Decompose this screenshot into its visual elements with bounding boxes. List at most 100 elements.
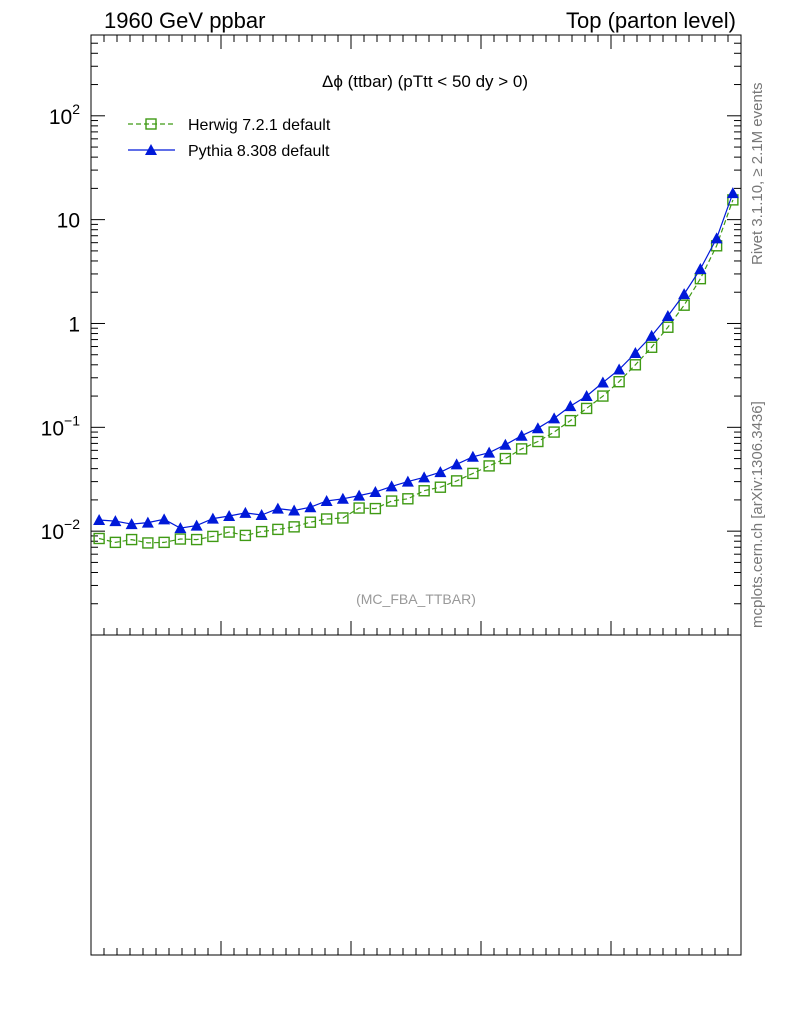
ratio-plot-frame <box>90 634 742 956</box>
y-tick-mantissa: 10 <box>57 210 80 233</box>
header-right-label: Top (parton level) <box>566 8 736 33</box>
y-tick-exponent: −2 <box>64 516 80 532</box>
y-tick-mantissa: 10 <box>41 521 64 544</box>
data-point <box>515 429 528 441</box>
data-point <box>678 288 691 300</box>
data-point <box>401 475 414 487</box>
data-point <box>385 495 398 507</box>
data-point <box>483 446 496 458</box>
legend-label: Herwig 7.2.1 default <box>188 117 331 134</box>
y-tick-label: 10 <box>57 210 80 233</box>
data-point <box>402 493 414 505</box>
y-tick-exponent: 2 <box>72 101 80 117</box>
data-point <box>142 537 154 549</box>
data-point <box>320 495 333 507</box>
data-point <box>662 321 674 333</box>
data-point <box>223 509 236 521</box>
data-point <box>434 481 447 493</box>
data-point <box>467 467 479 480</box>
data-point <box>645 329 658 341</box>
data-point <box>710 232 723 244</box>
header-left-label: 1960 GeV ppbar <box>104 8 265 33</box>
legend-marker <box>145 144 157 155</box>
series-pythia <box>93 187 739 534</box>
y-tick-label: 102 <box>49 101 80 129</box>
y-tick-exponent: −1 <box>64 412 80 428</box>
data-point <box>466 450 479 462</box>
y-tick-mantissa: 10 <box>41 417 64 440</box>
legend-item-herwig: Herwig 7.2.1 default <box>128 117 331 134</box>
chart-title: Δϕ (ttbar) (pTtt < 50 dy > 0) <box>322 72 528 91</box>
side-label-top: Rivet 3.1.10, ≥ 2.1M events <box>749 83 766 266</box>
data-point <box>532 435 544 448</box>
legend-marker <box>145 118 157 130</box>
data-point <box>369 486 382 498</box>
data-point <box>548 412 561 424</box>
data-point <box>158 513 171 525</box>
data-point <box>596 376 609 388</box>
data-point <box>206 512 219 524</box>
series-layer <box>93 187 739 549</box>
data-point <box>239 506 252 518</box>
data-point <box>450 475 463 487</box>
data-point <box>336 492 349 504</box>
data-point <box>726 187 739 199</box>
data-point <box>515 443 528 455</box>
y-tick-mantissa: 1 <box>68 313 80 336</box>
series-line <box>98 199 734 544</box>
data-point <box>174 522 187 534</box>
data-point <box>434 466 447 478</box>
legend-item-pythia: Pythia 8.308 default <box>128 143 330 160</box>
data-point <box>93 532 105 545</box>
series-line <box>99 192 734 529</box>
data-point <box>320 513 333 525</box>
data-point <box>337 512 349 524</box>
data-point <box>125 518 138 530</box>
data-point <box>499 438 512 450</box>
legend: Herwig 7.2.1 default Pythia 8.308 default <box>128 117 331 160</box>
data-point <box>580 402 593 415</box>
data-point <box>450 458 463 470</box>
data-point <box>548 426 560 438</box>
data-point <box>288 504 301 516</box>
data-point <box>613 363 626 375</box>
x-axis-ticks <box>90 35 742 955</box>
data-point <box>418 485 430 497</box>
side-label-bottom: mcplots.cern.ch [arXiv:1306.3436] <box>749 401 766 628</box>
data-point <box>125 533 138 546</box>
data-point <box>272 523 284 536</box>
data-point <box>255 509 268 521</box>
data-point <box>271 502 284 514</box>
data-point <box>141 516 154 528</box>
data-point <box>190 519 203 531</box>
data-point <box>629 346 642 358</box>
data-point <box>499 452 512 465</box>
y-tick-mantissa: 10 <box>49 106 72 129</box>
y-tick-label: 10−2 <box>41 516 81 544</box>
data-point <box>174 533 187 545</box>
data-point <box>483 460 495 472</box>
data-point <box>109 536 122 549</box>
data-point <box>353 489 366 501</box>
data-point <box>109 515 122 527</box>
y-tick-label: 10−1 <box>41 412 81 440</box>
data-point <box>158 536 170 549</box>
data-point <box>304 516 317 528</box>
data-point <box>288 521 300 533</box>
data-point <box>304 501 317 513</box>
y-axis-ticks <box>91 34 741 636</box>
legend-label: Pythia 8.308 default <box>188 143 330 160</box>
data-point <box>661 310 674 322</box>
data-point <box>223 526 235 538</box>
data-point <box>385 480 398 492</box>
data-point <box>531 422 544 434</box>
data-point <box>678 299 690 311</box>
data-point <box>613 376 625 388</box>
data-point <box>93 514 106 526</box>
data-point <box>629 359 642 371</box>
data-point <box>190 533 203 546</box>
data-point <box>645 341 658 353</box>
data-point <box>564 400 577 412</box>
